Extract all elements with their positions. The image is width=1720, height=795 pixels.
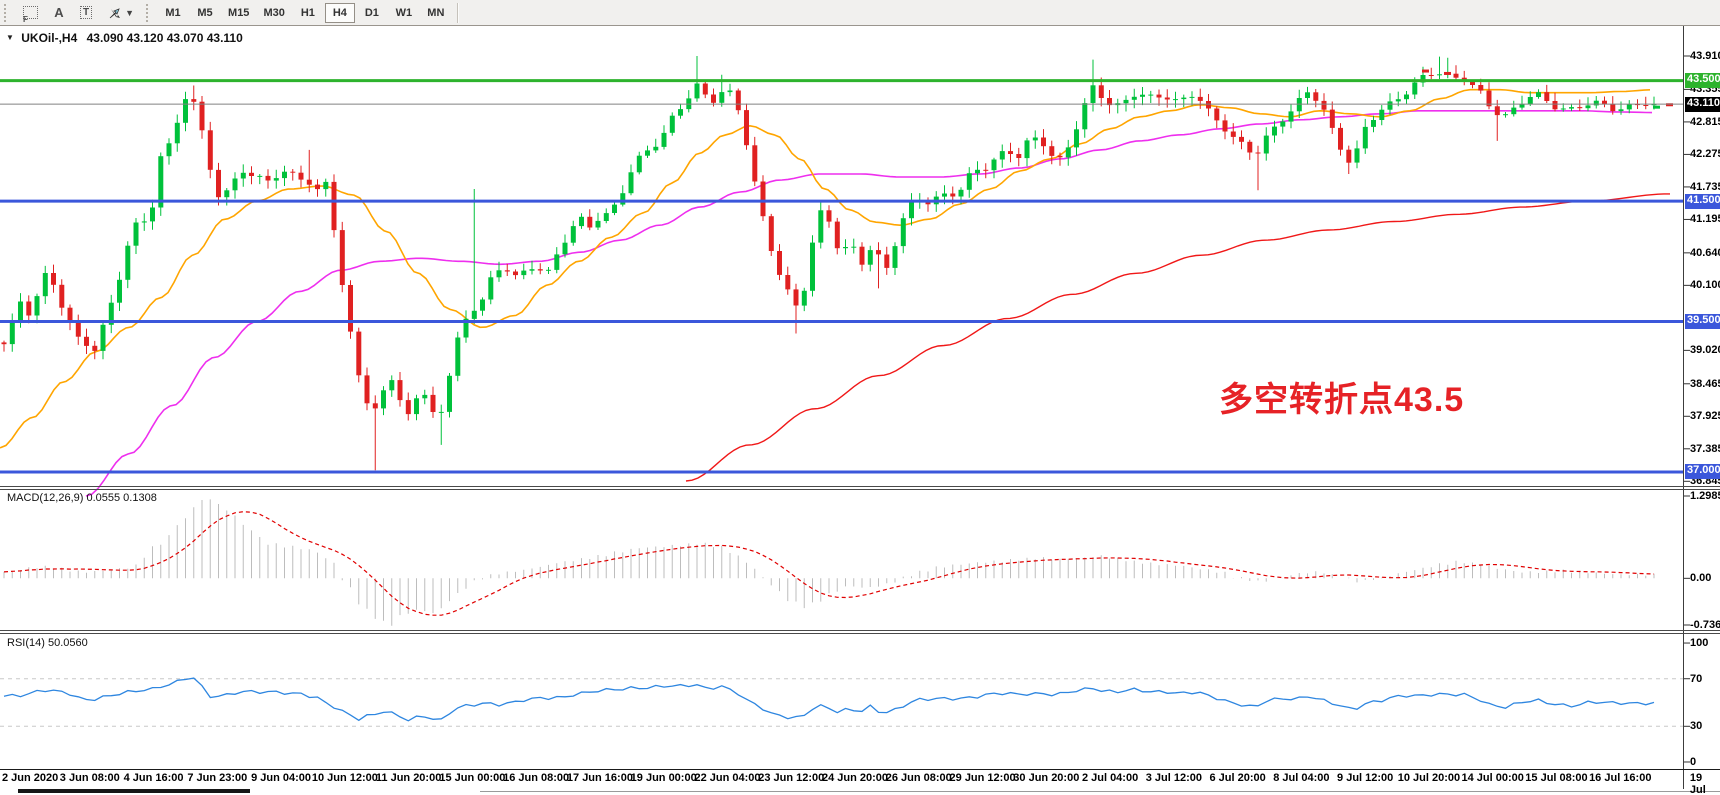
toolbar-grip[interactable] xyxy=(146,3,151,22)
chart-title: ▼ UKOil-,H4 43.090 43.120 43.070 43.110 xyxy=(6,31,243,45)
price-badge-43.110: 43.110 xyxy=(1685,96,1720,112)
fibonacci-grid-tool-button[interactable]: F xyxy=(16,2,45,24)
timeframe-button-m15[interactable]: M15 xyxy=(222,3,255,23)
candlestick-series-down xyxy=(1,73,1649,415)
ma-mid-magenta-line xyxy=(85,110,1653,497)
symbol-period-label: UKOil-,H4 xyxy=(21,31,78,45)
timeframe-toolbar: M1 M5 M15 M30 H1 H4 D1 W1 MN xyxy=(157,2,452,23)
fibonacci-grid-icon: F xyxy=(23,6,38,24)
arrows-tool-button[interactable]: ▼ xyxy=(101,2,141,24)
price-badge-43.500: 43.500 xyxy=(1685,73,1720,89)
macd-histogram xyxy=(3,499,1655,626)
price-marker xyxy=(1422,69,1429,73)
time-tick-label: 9 Jun 04:00 xyxy=(251,772,312,784)
time-tick-label: 30 Jun 20:00 xyxy=(1013,772,1080,784)
price-tick-label: 37.385 xyxy=(1690,442,1720,455)
price-tick-label: 40.640 xyxy=(1690,246,1720,259)
time-tick-label: 4 Jun 16:00 xyxy=(123,772,184,784)
time-tick-label: 7 Jun 23:00 xyxy=(187,772,248,784)
macd-tick-label: -0.7362 xyxy=(1690,619,1720,631)
rsi-tick-label: 30 xyxy=(1690,720,1703,733)
time-tick-label: 10 Jul 20:00 xyxy=(1397,772,1461,784)
toolbar-grip[interactable] xyxy=(4,3,9,22)
time-tick-label: 11 Jun 20:00 xyxy=(375,772,442,784)
price-tick-label: 42.815 xyxy=(1690,115,1720,128)
price-tick-label: 40.100 xyxy=(1690,279,1720,292)
text-label-tool-button[interactable]: T xyxy=(73,2,99,24)
time-tick-label: 19 Jul 23:00 xyxy=(1689,772,1706,795)
macd-indicator-label: MACD(12,26,9) 0.0555 0.1308 xyxy=(7,492,157,504)
time-tick-label: 15 Jul 08:00 xyxy=(1525,772,1588,784)
time-tick-label: 2 Jun 2020 xyxy=(2,772,59,784)
time-tick-label: 6 Jul 20:00 xyxy=(1209,772,1266,784)
rsi-tick-label: 100 xyxy=(1690,637,1709,650)
time-tick-label: 16 Jul 16:00 xyxy=(1589,772,1652,784)
timeframe-button-m30[interactable]: M30 xyxy=(257,3,290,23)
timeframe-button-d1[interactable]: D1 xyxy=(357,3,387,23)
rsi-indicator-label: RSI(14) 50.0560 xyxy=(7,637,88,649)
price-tick-label: 38.465 xyxy=(1690,377,1720,390)
time-tick-label: 22 Jun 04:00 xyxy=(694,772,761,784)
timeframe-button-h4[interactable]: H4 xyxy=(324,2,355,23)
time-tick-label: 10 Jun 12:00 xyxy=(311,772,378,784)
time-tick-label: 23 Jun 12:00 xyxy=(758,772,825,784)
scrollbar-thumb[interactable] xyxy=(18,789,250,793)
time-tick-label: 17 Jun 16:00 xyxy=(566,772,633,784)
time-tick-label: 29 Jun 12:00 xyxy=(949,772,1016,784)
price-tick-label: 39.020 xyxy=(1690,344,1720,357)
chart-annotation-text[interactable]: 多空转折点43.5 xyxy=(1219,381,1465,419)
price-badge-41.500: 41.500 xyxy=(1685,193,1720,209)
toolbar-separator xyxy=(456,2,459,23)
chevron-down-icon[interactable]: ▼ xyxy=(125,7,135,18)
time-tick-label: 9 Jul 12:00 xyxy=(1337,772,1394,784)
price-badge-37.000: 37.000 xyxy=(1685,464,1720,480)
symbol-dropdown-marker-icon[interactable]: ▼ xyxy=(6,33,14,42)
time-tick-label: 14 Jul 00:00 xyxy=(1461,772,1524,784)
price-badge-39.500: 39.500 xyxy=(1685,313,1720,329)
text-a-icon: A xyxy=(54,5,64,20)
price-tick-label: 42.275 xyxy=(1690,148,1720,161)
time-tick-label: 19 Jun 00:00 xyxy=(630,772,697,784)
ohlc-values: 43.090 43.120 43.070 43.110 xyxy=(86,31,243,45)
draw-text-tool-button[interactable]: A xyxy=(47,2,71,24)
ma-slow-red-line xyxy=(685,193,1670,482)
macd-tick-label: 1.2985 xyxy=(1690,489,1720,502)
price-tick-label: 37.925 xyxy=(1690,410,1720,423)
time-tick-label: 3 Jun 08:00 xyxy=(59,772,120,784)
timeframe-button-m5[interactable]: M5 xyxy=(190,3,220,23)
rsi-tick-label: 70 xyxy=(1690,672,1703,685)
price-tick-label: 41.195 xyxy=(1690,213,1720,226)
timeframe-button-mn[interactable]: MN xyxy=(421,3,451,23)
time-tick-label: 8 Jul 04:00 xyxy=(1273,772,1330,784)
time-tick-label: 24 Jun 20:00 xyxy=(821,772,889,784)
price-tick-label: 41.735 xyxy=(1690,180,1720,193)
price-tick-label: 43.910 xyxy=(1690,49,1720,62)
price-marker xyxy=(1653,105,1660,109)
timeframe-button-h1[interactable]: H1 xyxy=(293,3,323,23)
toolbar: F A T ▼ M1 M5 M15 M30 H1 H4 D1 W1 MN xyxy=(0,0,1720,26)
timeframe-button-m1[interactable]: M1 xyxy=(158,3,188,23)
time-tick-label: 15 Jun 00:00 xyxy=(439,772,506,784)
time-tick-label: 16 Jun 08:00 xyxy=(503,772,570,784)
macd-tick-label: 0.00 xyxy=(1690,572,1712,585)
text-label-icon: T xyxy=(80,6,93,19)
price-marker xyxy=(1444,71,1451,75)
arrows-icon xyxy=(109,7,121,18)
ma-fast-orange-line xyxy=(0,88,1651,449)
time-tick-label: 3 Jul 12:00 xyxy=(1145,772,1202,784)
time-tick-label: 2 Jul 04:00 xyxy=(1081,772,1139,784)
macd-signal-line xyxy=(3,511,1655,616)
candlestick-series-up xyxy=(9,73,1657,415)
time-tick-label: 26 Jun 08:00 xyxy=(885,772,952,784)
timeframe-button-w1[interactable]: W1 xyxy=(389,3,419,23)
price-marker xyxy=(1666,103,1673,107)
rsi-line xyxy=(3,677,1655,722)
rsi-tick-label: 0 xyxy=(1690,755,1697,768)
